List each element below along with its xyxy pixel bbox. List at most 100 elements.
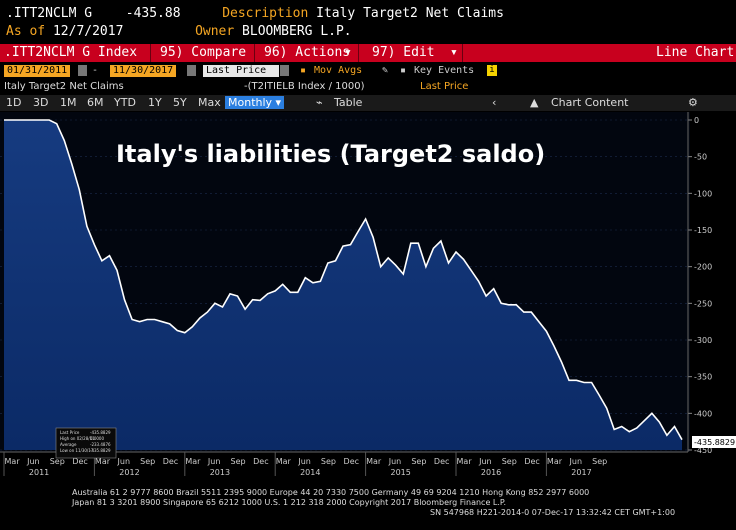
description-label: Description <box>222 6 309 21</box>
x-tick-label: Jun <box>207 457 221 466</box>
y-tick-label: -100 <box>694 189 712 198</box>
legend-high-val: 0.0000 <box>90 436 104 441</box>
x-tick-label: Mar <box>547 457 563 466</box>
range-1d[interactable]: 1D <box>6 96 22 109</box>
x-year-label: 2013 <box>210 468 230 477</box>
key-events-label[interactable]: Key Events <box>414 65 475 76</box>
range-6m[interactable]: 6M <box>87 96 104 109</box>
series-line <box>4 119 683 441</box>
stats-legend-box: Last Price -435.8829 High on 02/28/11 0.… <box>55 427 117 459</box>
series-expression: -(T2ITIELB Index / 1000) <box>244 81 365 92</box>
chart-type-label[interactable]: Line Chart <box>656 45 735 60</box>
calendar-icon[interactable] <box>187 65 196 76</box>
end-date-field[interactable]: 11/30/2017 <box>110 65 177 77</box>
frequency-select[interactable]: Monthly ▾ <box>225 96 285 109</box>
index-label: .ITT2NCLM G Index <box>4 45 138 60</box>
mov-avgs-label[interactable]: Mov Avgs <box>314 65 363 76</box>
legend-last-price-val: -435.8829 <box>90 430 111 435</box>
asof-date: 12/7/2017 <box>52 24 124 39</box>
x-tick-label: Jun <box>388 457 402 466</box>
legend-average-val: -233.4876 <box>90 442 111 447</box>
table-button[interactable]: Table <box>334 96 363 109</box>
last-price-value: -435.8829 <box>694 438 735 447</box>
y-tick-label: -250 <box>694 299 712 308</box>
edit-dropdown-icon[interactable]: ▾ <box>450 45 458 60</box>
info-icon[interactable]: i <box>487 65 497 76</box>
range-max[interactable]: Max <box>198 96 221 109</box>
pencil-icon[interactable]: ✎ <box>382 65 389 76</box>
x-year-label: 2017 <box>571 468 591 477</box>
range-1m[interactable]: 1M <box>60 96 77 109</box>
x-tick-label: Jun <box>478 457 492 466</box>
compare-button[interactable]: 95) Compare <box>160 45 247 60</box>
series-name: Italy Target2 Net Claims <box>4 81 124 92</box>
date-row: 01/31/2011 - 11/30/2017 Last Price ▪ Mov… <box>0 63 736 79</box>
x-tick-label: Sep <box>50 457 65 466</box>
y-tick-label: -400 <box>694 409 712 418</box>
x-tick-label: Mar <box>457 457 473 466</box>
asof-label: As of <box>6 24 46 39</box>
owner-label: Owner <box>195 24 235 39</box>
chevron-left-icon[interactable]: ‹ <box>492 96 497 109</box>
x-tick-label: Mar <box>276 457 292 466</box>
series-field: Last Price <box>420 81 469 92</box>
y-tick-label: -300 <box>694 336 712 345</box>
range-3d[interactable]: 3D <box>33 96 49 109</box>
x-tick-label: Sep <box>231 457 246 466</box>
x-tick-label: Mar <box>366 457 382 466</box>
x-year-label: 2012 <box>119 468 139 477</box>
field-select[interactable]: Last Price <box>203 65 279 77</box>
footer: Australia 61 2 9777 8600 Brazil 5511 239… <box>0 486 736 530</box>
footer-contacts-line-2: Japan 81 3 3201 8900 Singapore 65 6212 1… <box>72 498 507 507</box>
range-5y[interactable]: 5Y <box>173 96 187 109</box>
last-price-badge: -435.8829 <box>692 436 736 448</box>
legend-high: High on 02/28/11 <box>60 436 95 441</box>
series-legend-row: Italy Target2 Net Claims -(T2ITIELB Inde… <box>0 80 736 94</box>
legend-average: Average <box>60 442 77 447</box>
y-axis: 0 -50 -100 -150 -200 -250 -300 -350 -400 -450 <box>687 112 712 455</box>
header-line-2: As of 12/7/2017 Owner BLOOMBERG L.P. <box>6 24 352 40</box>
x-tick-label: Mar <box>185 457 201 466</box>
start-date-field[interactable]: 01/31/2011 <box>4 65 71 77</box>
x-tick-label: Jun <box>297 457 311 466</box>
x-tick-label: Sep <box>592 457 607 466</box>
actions-dropdown-icon[interactable]: ▾ <box>344 45 352 60</box>
footer-serial: SN 547968 H221-2014-0 07-Dec-17 13:32:42… <box>430 508 676 517</box>
y-tick-label: -150 <box>694 226 712 235</box>
x-year-label: 2011 <box>29 468 49 477</box>
y-tick-label: -450 <box>694 446 712 455</box>
chart-title: Italy's liabilities (Target2 saldo) <box>116 140 545 168</box>
x-tick-label: Mar <box>5 457 21 466</box>
key-events-checkbox[interactable]: ▪ <box>400 65 407 76</box>
range-1y[interactable]: 1Y <box>148 96 162 109</box>
gear-icon[interactable]: ⚙ <box>688 96 698 109</box>
description-value: Italy Target2 Net Claims <box>316 6 504 21</box>
range-row: 1D 3D 1M 6M YTD 1Y 5Y Max Monthly ▾ ⌁ Ta… <box>0 95 736 111</box>
chart-content-icon[interactable]: ▲ <box>530 96 539 109</box>
x-tick-label: Dec <box>253 457 268 466</box>
ticker: .ITT2NCLM G <box>6 6 93 21</box>
last-value: -435.88 <box>125 6 181 21</box>
line-chart[interactable]: 0 -50 -100 -150 -200 -250 -300 -350 -400 -450 Mar… <box>0 112 736 486</box>
legend-low-val: -435.8829 <box>90 448 111 453</box>
edit-button[interactable]: 97) Edit <box>372 45 435 60</box>
range-ytd[interactable]: YTD <box>114 96 136 109</box>
area-fill <box>4 120 682 450</box>
x-tick-label: Sep <box>411 457 426 466</box>
legend-last-price: Last Price <box>60 430 80 435</box>
y-tick-label: -350 <box>694 373 712 382</box>
header-line-1: .ITT2NCLM G -435.88 Description Italy Ta… <box>6 6 504 22</box>
chart-content-button[interactable]: Chart Content <box>551 96 629 109</box>
calendar-icon[interactable] <box>78 65 87 76</box>
line-chart-icon[interactable]: ⌁ <box>316 96 323 109</box>
actions-button[interactable]: 96) Actions <box>264 45 351 60</box>
x-tick-label: Jun <box>117 457 130 466</box>
y-tick-label: -200 <box>694 263 712 272</box>
y-tick-label: -50 <box>694 153 707 162</box>
x-tick-label: Dec <box>163 457 178 466</box>
x-year-label: 2015 <box>391 468 411 477</box>
x-tick-label: Sep <box>321 457 336 466</box>
chevron-down-icon[interactable] <box>280 65 289 76</box>
mov-avgs-icon[interactable]: ▪ <box>300 65 307 76</box>
legend-low: Low on 11/30/17 <box>60 448 94 453</box>
